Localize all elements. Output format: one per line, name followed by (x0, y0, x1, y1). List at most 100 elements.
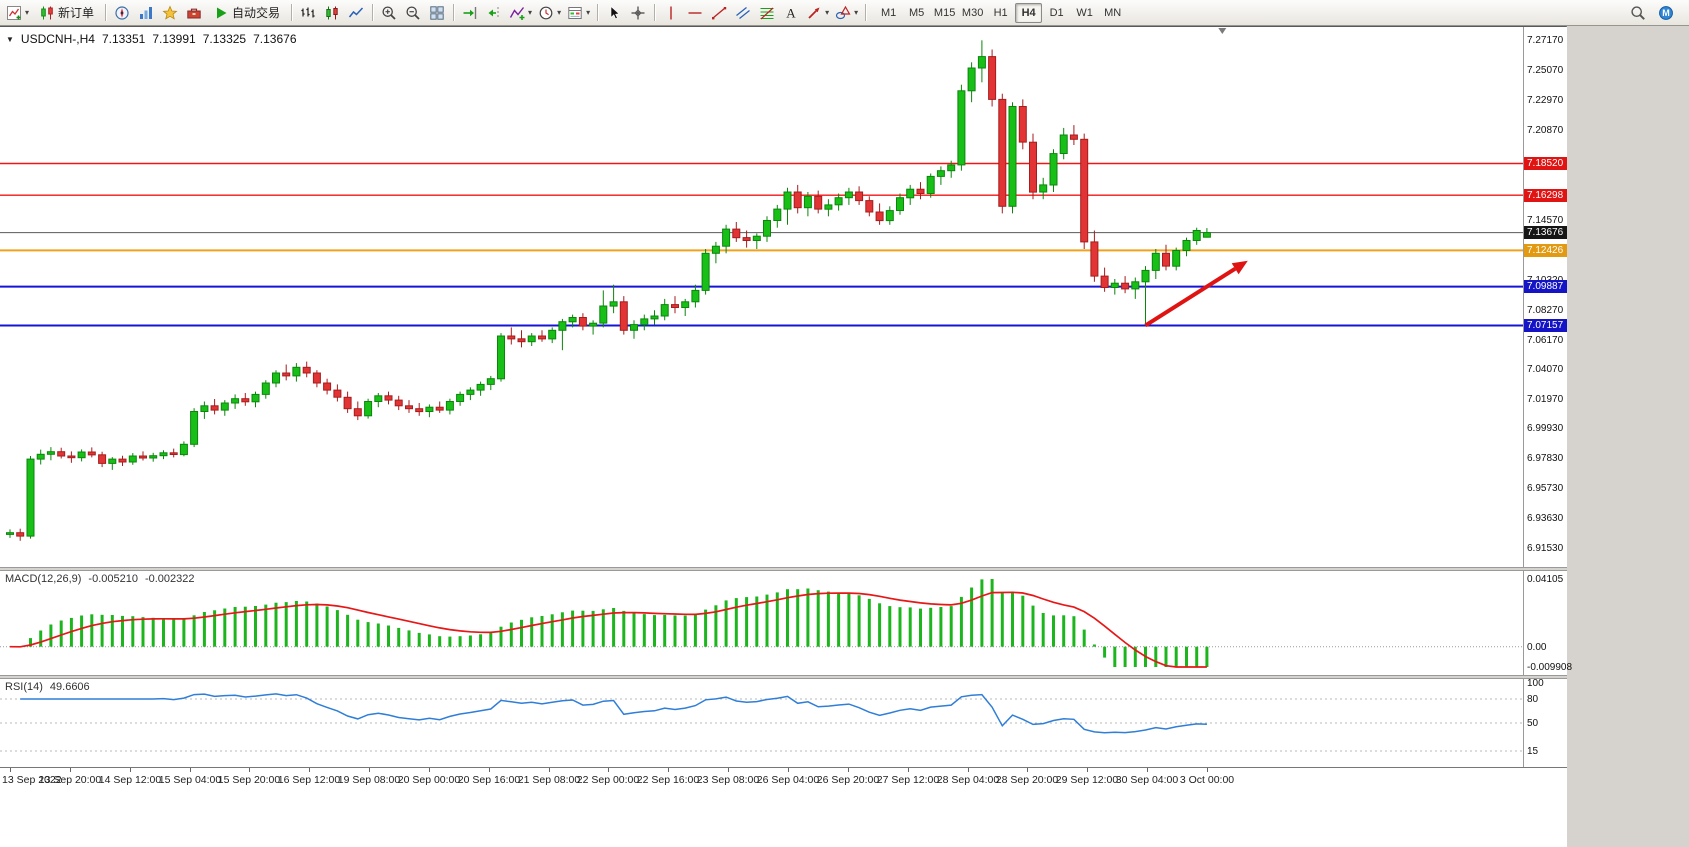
timeframe-m30-button[interactable]: M30 (961, 6, 984, 19)
timeframe-mn-button[interactable]: MN (1104, 6, 1122, 19)
new-order-button-label: 新订单 (58, 6, 95, 20)
vertical-line-button[interactable] (659, 2, 683, 24)
cursor-button[interactable] (602, 2, 626, 24)
candlestick-chart-button[interactable] (320, 2, 344, 24)
search-button[interactable] (1626, 2, 1650, 24)
toolbar-separator (372, 4, 374, 21)
timeframe-m15-button[interactable]: M15 (933, 6, 956, 19)
ohlc-close-value: 7.13676 (253, 32, 297, 46)
price-axis-label: 6.93630 (1527, 513, 1564, 524)
price-line-badge: 7.18520 (1524, 157, 1567, 170)
time-tick (249, 768, 250, 772)
symbol-dropdown-icon[interactable]: ▼ (6, 34, 14, 44)
terminal-button[interactable] (182, 2, 206, 24)
time-tick (190, 768, 191, 772)
svg-text:M: M (1662, 8, 1670, 18)
rsi-scale[interactable]: 100 80 50 15 (1523, 678, 1567, 767)
time-axis-label: 13 Sep 2022 (2, 774, 62, 786)
bar-chart-icon (300, 5, 316, 21)
price-scale[interactable]: 7.271707.250707.229707.208707.145707.103… (1523, 27, 1567, 567)
dropdown-caret-icon: ▾ (25, 8, 30, 17)
rsi-axis-label: 15 (1527, 746, 1539, 757)
timeframe-h1-button[interactable]: H1 (993, 6, 1008, 19)
macd-chart-canvas[interactable] (0, 571, 1523, 675)
pane-splitter-macd[interactable] (0, 567, 1567, 571)
time-tick (549, 768, 550, 772)
navigator-icon (162, 4, 178, 21)
macd-indicator-pane[interactable]: MACD(12,26,9) -0.005210 -0.002322 0.0410… (0, 571, 1572, 675)
zoom-out-button[interactable] (401, 2, 425, 24)
arrows-button[interactable]: ▾ (803, 2, 832, 24)
terminal-icon (186, 5, 202, 21)
ohlc-low-value: 7.13325 (202, 32, 247, 46)
shapes-button[interactable]: ▾ (832, 2, 861, 24)
price-axis-label: 6.97830 (1527, 453, 1564, 464)
time-tick (668, 768, 669, 772)
price-chart-pane[interactable]: ▼ USDCNH-,H4 7.13351 7.13991 7.13325 7.1… (0, 27, 1567, 567)
navigator-button[interactable] (158, 2, 182, 24)
mql5-services-button[interactable] (110, 2, 134, 24)
new-order-icon (39, 5, 55, 21)
equidistant-channel-button[interactable] (731, 2, 755, 24)
price-axis-label: 6.95730 (1527, 483, 1564, 494)
periods-button[interactable]: ▾ (535, 2, 564, 24)
time-axis-label: 20 Sep 16:00 (457, 774, 521, 786)
ohlc-high-value: 7.13991 (152, 32, 196, 46)
timeframe-m5-button[interactable]: M5 (908, 6, 925, 19)
toolbar-separator (865, 4, 867, 21)
price-axis-label: 7.20870 (1527, 125, 1564, 136)
price-line-badge: 7.07157 (1524, 319, 1567, 332)
autotrading-button[interactable]: 自动交易 (206, 2, 287, 24)
fibonacci-button[interactable] (755, 2, 779, 24)
rsi-indicator-pane[interactable]: RSI(14) 49.6606 100 80 50 15 (0, 678, 1567, 767)
time-axis-label: 16 Sep 12:00 (277, 774, 341, 786)
timeframe-d1-button[interactable]: D1 (1049, 6, 1064, 19)
bar-chart-button[interactable] (296, 2, 320, 24)
text-button[interactable]: A (779, 2, 803, 24)
dropdown-caret-icon: ▾ (854, 8, 859, 17)
rsi-axis-label: 100 (1527, 678, 1544, 689)
tile-windows-button[interactable] (425, 2, 449, 24)
time-tick (70, 768, 71, 772)
market-watch-button[interactable] (134, 2, 158, 24)
mql5-community-button[interactable]: M (1654, 2, 1678, 24)
chart-shift-button[interactable] (482, 2, 506, 24)
time-axis-label: 28 Sep 20:00 (995, 774, 1059, 786)
toolbar-right-group: M (1626, 2, 1686, 24)
auto-scroll-button[interactable] (458, 2, 482, 24)
new-order-button[interactable]: 新订单 (32, 2, 101, 24)
rsi-axis-label: 50 (1527, 718, 1539, 729)
crosshair-button[interactable] (626, 2, 650, 24)
trendline-icon (711, 5, 727, 21)
rsi-chart-canvas[interactable] (0, 679, 1523, 767)
pane-splitter-rsi[interactable] (0, 675, 1567, 679)
time-tick (728, 768, 729, 772)
time-tick (1147, 768, 1148, 772)
indicators-button[interactable]: ▾ (506, 2, 535, 24)
time-axis-label: 20 Sep 00:00 (397, 774, 461, 786)
dropdown-caret-icon: ▾ (586, 8, 591, 17)
price-line-badge: 7.12426 (1524, 244, 1567, 257)
new-chart-button[interactable]: ▾ (3, 2, 32, 24)
templates-button[interactable]: ▾ (564, 2, 593, 24)
zoom-in-button[interactable] (377, 2, 401, 24)
macd-scale[interactable]: 0.04105 0.00 -0.009908 (1523, 571, 1572, 675)
horizontal-line-button[interactable] (683, 2, 707, 24)
time-axis-label: 21 Sep 08:00 (517, 774, 581, 786)
time-axis[interactable]: 13 Sep 2022 13 Sep 20:00 14 Sep 12:00 15 Se… (0, 767, 1567, 793)
fibonacci-icon (759, 5, 775, 21)
macd-header: MACD(12,26,9) -0.005210 -0.002322 (5, 573, 195, 585)
channel-icon (735, 5, 751, 21)
trendline-button[interactable] (707, 2, 731, 24)
timeframe-w1-button[interactable]: W1 (1076, 6, 1093, 19)
timeframe-m1-button[interactable]: M1 (880, 6, 897, 19)
line-chart-button[interactable] (344, 2, 368, 24)
crosshair-icon (630, 5, 646, 21)
timeframe-h4-button[interactable]: H4 (1015, 2, 1043, 23)
time-axis-label: 29 Sep 12:00 (1055, 774, 1119, 786)
zoom-out-icon (405, 5, 421, 21)
macd-axis-label: -0.009908 (1527, 662, 1573, 673)
market-watch-icon (138, 5, 154, 21)
candlestick-chart-canvas[interactable] (0, 27, 1523, 567)
time-axis-label: 22 Sep 16:00 (636, 774, 700, 786)
